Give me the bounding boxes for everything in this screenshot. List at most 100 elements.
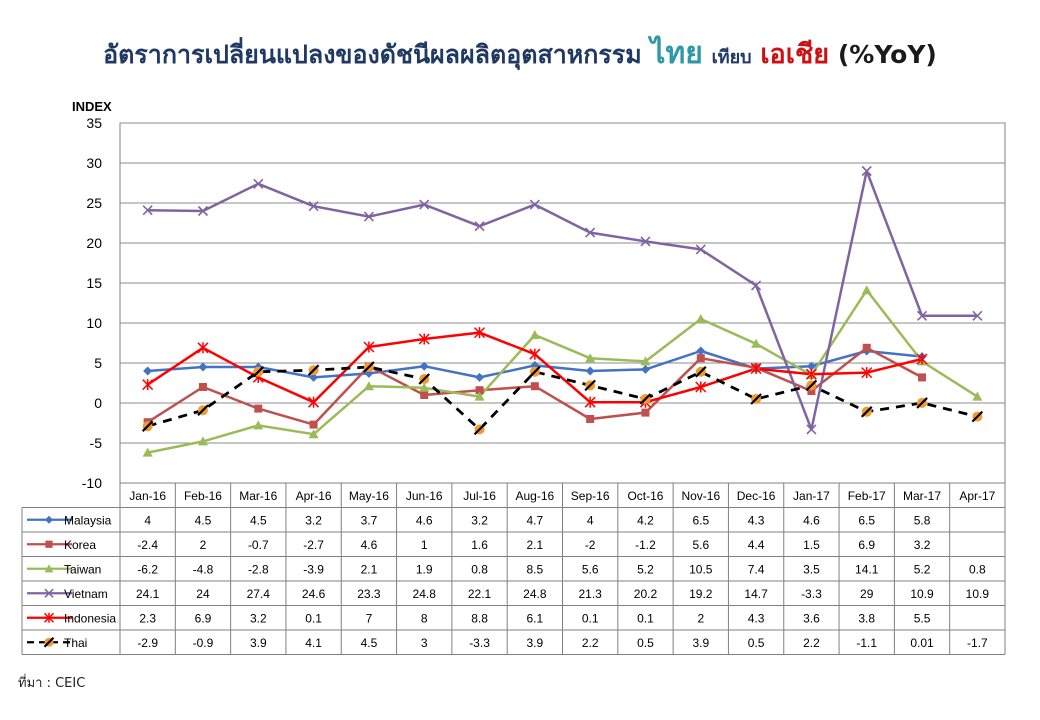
- series-marker-korea: [696, 354, 705, 363]
- circle-marker-dash: [43, 636, 55, 648]
- series-marker-vietnam: [585, 227, 596, 238]
- y-tick-label: -10: [82, 475, 102, 491]
- circle-marker-dash: [639, 393, 652, 405]
- table-cell-value: 10.9: [966, 587, 990, 601]
- x-tick-label: Jun-16: [406, 489, 443, 503]
- series-marker-indonesia: [142, 379, 154, 391]
- x-tick-label: Mar-16: [239, 489, 277, 503]
- series-marker-taiwan: [419, 382, 430, 392]
- diamond-marker: [806, 361, 816, 371]
- series-marker-vietnam: [751, 280, 762, 291]
- table-cell-value: 1: [421, 538, 428, 552]
- table-cell-value: 4.3: [748, 513, 765, 527]
- series-marker-indonesia: [695, 381, 707, 393]
- square-marker: [475, 386, 484, 395]
- legend-label-korea: Korea: [64, 538, 96, 552]
- series-marker-malaysia: [475, 372, 485, 382]
- series-marker-indonesia: [750, 363, 762, 375]
- triangle-marker: [585, 353, 596, 363]
- series-marker-thai: [639, 393, 652, 405]
- table-cell-value: 2: [200, 538, 207, 552]
- circle-marker-dash: [141, 420, 154, 432]
- table-cell-value: 4.6: [416, 513, 433, 527]
- table-cell-value: 4.1: [305, 636, 322, 650]
- series-marker-vietnam: [916, 310, 928, 321]
- series-marker-vietnam: [363, 211, 374, 222]
- table-cell-value: 6.5: [858, 513, 875, 527]
- table-cell-value: 5.5: [914, 611, 931, 625]
- series-marker-malaysia: [585, 366, 595, 376]
- triangle-marker: [308, 429, 319, 439]
- table-cell-value: 4.3: [748, 611, 765, 625]
- chart-title: อัตราการเปลี่ยนแปลงของดัชนีผลผลิตอุตสาหก…: [0, 30, 1040, 77]
- table-cell-value: 22.1: [468, 587, 492, 601]
- legend-label-malaysia: Malaysia: [64, 513, 112, 527]
- y-tick-label: 5: [94, 355, 102, 371]
- series-marker-vietnam: [44, 588, 54, 598]
- diamond-marker: [309, 372, 319, 382]
- table-cell-value: 29: [860, 587, 874, 601]
- series-line-vietnam: [147, 169, 978, 431]
- table-cell-value: 1.6: [471, 538, 488, 552]
- triangle-marker: [142, 447, 153, 457]
- table-cell-value: 5.2: [637, 562, 654, 576]
- y-tick-label: 10: [86, 315, 102, 331]
- table-cell-value: 0.5: [748, 636, 765, 650]
- x-marker-stroke: [363, 211, 374, 222]
- series-marker-malaysia: [143, 366, 153, 376]
- triangle-marker: [695, 314, 706, 323]
- square-marker: [586, 415, 595, 423]
- table-cell-value: -3.9: [303, 562, 324, 576]
- x-marker-stroke: [419, 199, 430, 210]
- series-marker-korea: [420, 391, 429, 399]
- title-part-yoy: (%YoY): [837, 40, 937, 69]
- series-marker-thai: [363, 361, 375, 373]
- series-line-thai: [147, 365, 978, 431]
- table-cell-value: 1.5: [803, 538, 820, 552]
- y-tick-label: 30: [86, 155, 102, 171]
- series-marker-malaysia: [198, 362, 208, 372]
- table-cell-value: -2.4: [137, 538, 158, 552]
- table-cell-value: 2.2: [582, 636, 599, 650]
- square-marker: [530, 382, 539, 391]
- table-cell-value: 3.2: [250, 611, 267, 625]
- x-marker-stroke: [861, 165, 872, 177]
- series-marker-indonesia: [584, 396, 596, 408]
- circle-marker-dash: [750, 393, 762, 405]
- square-marker: [641, 408, 650, 417]
- x-marker-stroke: [197, 205, 209, 217]
- table-cell-value: 3: [421, 636, 428, 650]
- series-marker-taiwan: [474, 391, 485, 401]
- title-part-thailand: ไทย: [650, 36, 703, 71]
- table-cell-value: 5.8: [914, 513, 931, 527]
- table-cell-value: 0.8: [969, 562, 986, 576]
- series-marker-korea: [807, 387, 816, 395]
- series-marker-vietnam: [142, 205, 153, 216]
- table-cell-value: 5.6: [582, 562, 599, 576]
- x-tick-label: Apr-16: [296, 489, 332, 503]
- series-marker-thai: [695, 366, 707, 378]
- table-cell-value: -4.8: [193, 562, 214, 576]
- table-cell-value: 3.8: [858, 611, 875, 625]
- series-marker-indonesia: [861, 367, 873, 379]
- series-marker-korea: [862, 343, 871, 352]
- table-cell-value: -3.3: [469, 636, 490, 650]
- legend-label-taiwan: Taiwan: [64, 562, 101, 576]
- x-tick-label: Aug-16: [515, 489, 554, 503]
- triangle-marker: [197, 436, 208, 446]
- y-axis-label: INDEX: [72, 99, 112, 114]
- table-cell-value: 3.2: [914, 538, 931, 552]
- series-marker-vietnam: [806, 424, 817, 435]
- table-cell-value: 2.2: [803, 636, 820, 650]
- table-cell-value: -3.3: [801, 587, 822, 601]
- triangle-marker: [44, 564, 54, 573]
- series-marker-taiwan: [972, 391, 983, 401]
- title-part-versus: เทียบ: [711, 47, 752, 68]
- y-tick-label: -5: [90, 435, 103, 451]
- series-marker-korea: [530, 382, 539, 391]
- circle-marker-dash: [805, 379, 818, 392]
- series-marker-taiwan: [44, 564, 54, 573]
- x-marker-stroke: [916, 310, 928, 321]
- table-cell-value: -2.8: [248, 562, 269, 576]
- series-marker-korea: [641, 408, 650, 417]
